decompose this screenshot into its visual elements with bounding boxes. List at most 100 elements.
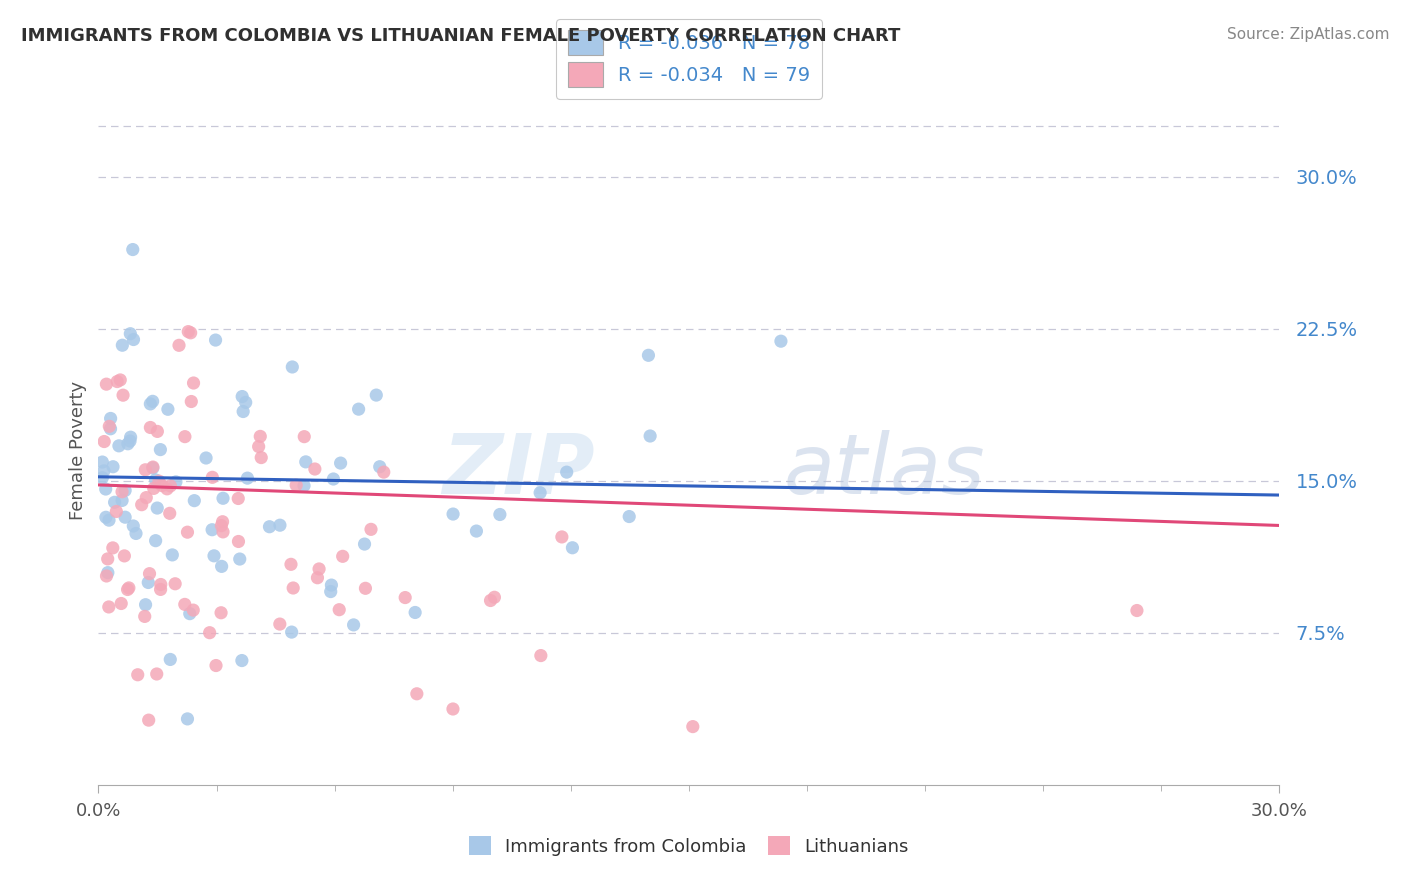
Point [205,658,228,673]
Point [332,549,354,564]
Point [360,522,382,536]
Point [211,515,233,529]
Point [180,394,202,409]
Point [139,397,162,411]
Point [479,593,502,607]
Point [146,501,169,516]
Point [94,510,117,524]
Point [204,333,226,347]
Point [94,482,117,496]
Point [209,606,232,620]
Point [304,462,326,476]
Point [530,648,553,663]
Point [159,506,181,520]
Point [149,577,172,591]
Point [145,667,167,681]
Point [156,402,179,417]
Text: IMMIGRANTS FROM COLOMBIA VS LITHUANIAN FEMALE POVERTY CORRELATION CHART: IMMIGRANTS FROM COLOMBIA VS LITHUANIAN F… [21,27,900,45]
Point [195,450,218,465]
Point [117,582,139,597]
Point [292,478,315,492]
Point [229,552,252,566]
Point [769,334,792,349]
Point [100,411,122,425]
Point [150,478,173,492]
Point [183,493,205,508]
Point [111,338,134,352]
Point [269,518,291,533]
Point [280,625,302,640]
Point [405,687,427,701]
Point [484,591,506,605]
Point [101,459,124,474]
Point [232,404,254,418]
Point [183,376,205,390]
Point [294,455,316,469]
Point [209,518,232,533]
Point [145,473,167,487]
Point [134,463,156,477]
Point [404,606,426,620]
Point [231,390,253,404]
Point [551,530,574,544]
Point [441,507,464,521]
Point [162,548,184,562]
Point [561,541,583,555]
Point [138,713,160,727]
Point [139,420,162,434]
Point [176,525,198,540]
Point [97,599,120,614]
Point [259,519,281,533]
Point [373,465,395,479]
Legend: Immigrants from Colombia, Lithuanians: Immigrants from Colombia, Lithuanians [463,829,915,863]
Point [118,434,141,448]
Point [105,504,128,518]
Point [101,541,124,555]
Text: Source: ZipAtlas.com: Source: ZipAtlas.com [1226,27,1389,42]
Point [97,566,120,580]
Point [114,510,136,524]
Point [121,243,143,257]
Point [637,348,659,362]
Point [149,582,172,597]
Point [142,461,165,475]
Point [347,402,370,417]
Point [122,333,145,347]
Point [135,598,157,612]
Point [165,475,187,489]
Point [134,609,156,624]
Point [105,375,128,389]
Point [280,558,302,572]
Point [235,395,257,409]
Point [489,508,512,522]
Point [174,430,197,444]
Point [638,429,661,443]
Point [159,479,181,493]
Point [231,654,253,668]
Text: ZIP: ZIP [441,430,595,511]
Point [269,617,291,632]
Point [177,325,200,339]
Point [91,455,114,469]
Point [167,338,190,352]
Point [201,523,224,537]
Point [117,437,139,451]
Point [465,524,488,538]
Point [555,465,578,479]
Point [1126,603,1149,617]
Point [97,552,120,566]
Point [180,326,202,340]
Point [118,581,141,595]
Point [156,482,179,496]
Point [329,456,352,470]
Point [131,498,153,512]
Point [108,439,131,453]
Point [249,429,271,443]
Point [353,537,375,551]
Point [104,495,127,509]
Point [619,509,641,524]
Point [285,478,308,492]
Point [236,471,259,485]
Point [319,584,342,599]
Y-axis label: Female Poverty: Female Poverty [69,381,87,520]
